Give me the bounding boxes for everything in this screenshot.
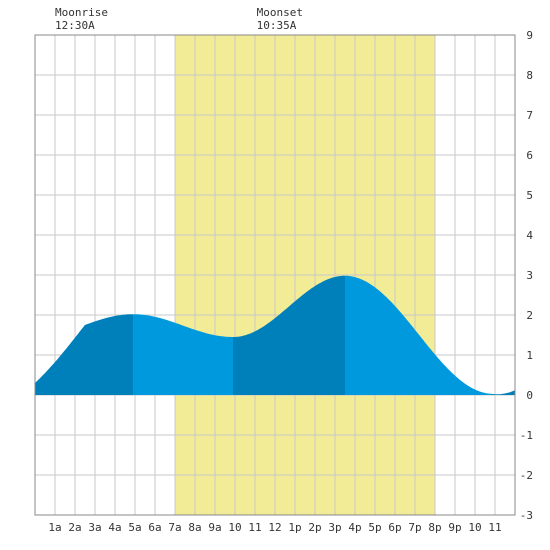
- tide-falling-segment: [345, 275, 493, 395]
- y-tick-label: 9: [526, 29, 533, 42]
- tide-falling-segment: [133, 314, 233, 395]
- y-tick-label: -2: [520, 469, 533, 482]
- x-tick-label: 9p: [448, 521, 461, 534]
- y-tick-label: 4: [526, 229, 533, 242]
- x-tick-label: 6a: [148, 521, 161, 534]
- x-tick-label: 5p: [368, 521, 381, 534]
- x-tick-label: 12: [268, 521, 281, 534]
- x-tick-label: 11: [488, 521, 501, 534]
- annotation-time: 10:35A: [257, 19, 297, 32]
- annotation-label: Moonrise: [55, 6, 108, 19]
- x-tick-label: 11: [248, 521, 261, 534]
- x-tick-label: 2p: [308, 521, 321, 534]
- x-tick-label: 8a: [188, 521, 201, 534]
- annotation-time: 12:30A: [55, 19, 95, 32]
- x-tick-label: 2a: [68, 521, 81, 534]
- x-tick-label: 7a: [168, 521, 181, 534]
- y-axis-ticks: 9 8 7 6 5 4 3 2 1 0 -1 -2 -3: [520, 29, 534, 522]
- x-tick-label: 4a: [108, 521, 121, 534]
- tide-area: [35, 275, 515, 395]
- plot-frame: [34, 34, 516, 516]
- y-tick-label: 0: [526, 389, 533, 402]
- x-tick-label: 1a: [48, 521, 61, 534]
- x-tick-label: 8p: [428, 521, 441, 534]
- x-tick-label: 10: [228, 521, 241, 534]
- y-tick-label: 7: [526, 109, 533, 122]
- y-tick-label: -1: [520, 429, 533, 442]
- y-tick-label: 6: [526, 149, 533, 162]
- tide-rising-segment: [35, 314, 133, 395]
- x-tick-label: 5a: [128, 521, 141, 534]
- x-tick-label: 6p: [388, 521, 401, 534]
- y-tick-label: 3: [526, 269, 533, 282]
- x-tick-label: 4p: [348, 521, 361, 534]
- x-tick-label: 9a: [208, 521, 221, 534]
- y-tick-label: 8: [526, 69, 533, 82]
- x-tick-label: 10: [468, 521, 481, 534]
- y-tick-label: 1: [526, 349, 533, 362]
- tide-rising-segment: [233, 275, 345, 395]
- y-tick-label: 2: [526, 309, 533, 322]
- y-tick-label: -3: [520, 509, 533, 522]
- x-tick-label: 3p: [328, 521, 341, 534]
- y-tick-label: 5: [526, 189, 533, 202]
- x-tick-label: 3a: [88, 521, 101, 534]
- x-tick-label: 7p: [408, 521, 421, 534]
- tide-rising-segment: [493, 390, 515, 395]
- x-axis-ticks: 1a 2a 3a 4a 5a 6a 7a 8a 9a 10 11 12 1p 2p 3p 4p 5p 6p 7p 8p…: [48, 521, 501, 534]
- x-tick-label: 1p: [288, 521, 301, 534]
- annotation-label: Moonset: [257, 6, 303, 19]
